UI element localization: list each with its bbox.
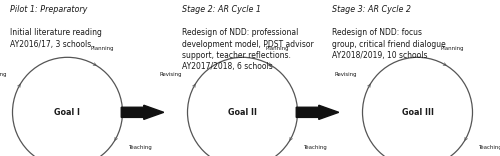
Text: Revising: Revising [0, 72, 6, 77]
Text: Teaching: Teaching [304, 145, 327, 150]
Text: Planning: Planning [266, 46, 289, 51]
Text: Goal II: Goal II [228, 108, 257, 117]
Text: Teaching: Teaching [128, 145, 152, 150]
Text: Pilot 1: Preparatory: Pilot 1: Preparatory [10, 5, 88, 14]
Text: Goal III: Goal III [402, 108, 434, 117]
Text: Goal I: Goal I [54, 108, 80, 117]
FancyArrow shape [296, 105, 339, 119]
Text: Planning: Planning [441, 46, 464, 51]
Text: Planning: Planning [91, 46, 114, 51]
FancyArrow shape [121, 105, 164, 119]
Text: Stage 2: AR Cycle 1: Stage 2: AR Cycle 1 [182, 5, 262, 14]
Text: Revising: Revising [334, 72, 356, 77]
Text: Teaching: Teaching [478, 145, 500, 150]
Text: Initial literature reading
AY2016/17, 3 schools: Initial literature reading AY2016/17, 3 … [10, 28, 102, 49]
Text: Redesign of NDD: professional
development model, PDST advisor
support, teacher r: Redesign of NDD: professional developmen… [182, 28, 314, 71]
Text: Revising: Revising [159, 72, 182, 77]
Text: Redesign of NDD: focus
group, critical friend dialogue
AY2018/2019, 10 schools: Redesign of NDD: focus group, critical f… [332, 28, 446, 60]
Text: Stage 3: AR Cycle 2: Stage 3: AR Cycle 2 [332, 5, 411, 14]
